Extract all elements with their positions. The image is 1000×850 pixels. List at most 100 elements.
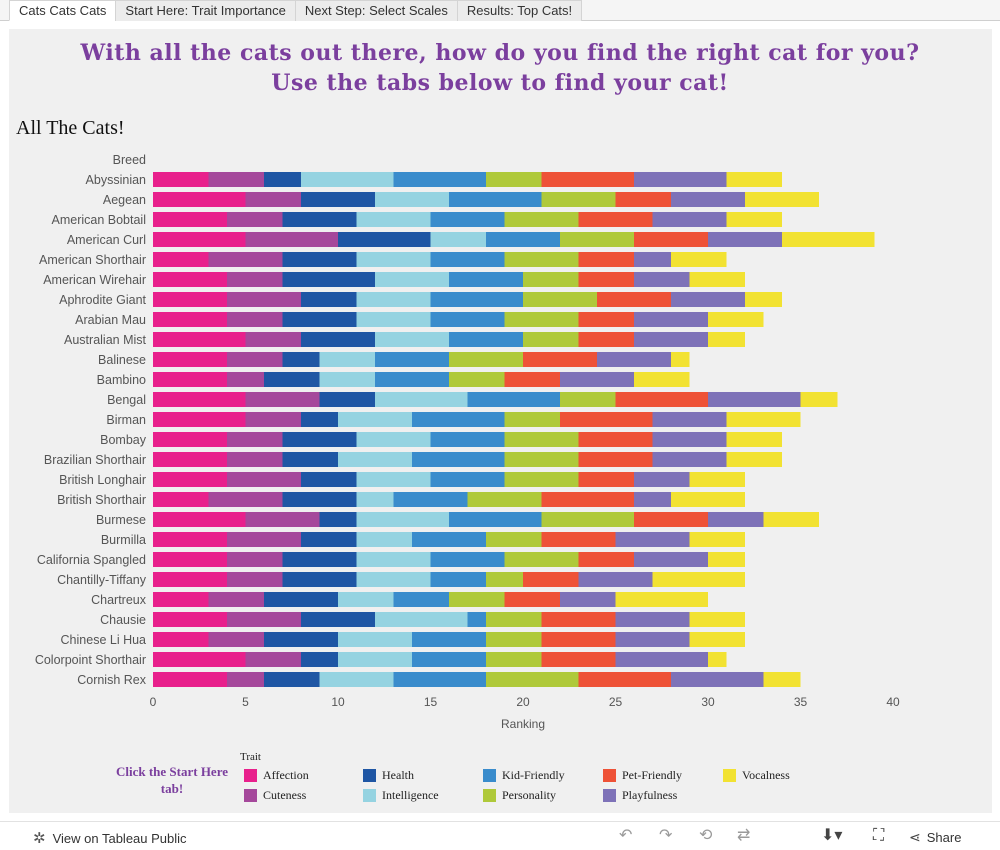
bar-segment[interactable]: American Wirehair — Cuteness: 3	[227, 272, 283, 287]
bar-segment[interactable]: California Spangled — Playfulness: 4	[634, 552, 708, 567]
bar-segment[interactable]: Chantilly-Tiffany — Health: 4	[282, 572, 357, 587]
bar-segment[interactable]: Burmese — Cuteness: 4	[245, 512, 320, 527]
bar-segment[interactable]: Brazilian Shorthair — Personality: 4	[504, 452, 579, 467]
bar-segment[interactable]: American Wirehair — Kid-Friendly: 4	[449, 272, 523, 287]
bar-segment[interactable]: Chantilly-Tiffany — Affection: 4	[153, 572, 227, 587]
bar-segment[interactable]: Aphrodite Giant — Health: 3	[301, 292, 357, 307]
bar-segment[interactable]: Balinese — Intelligence: 3	[319, 352, 376, 367]
bar-segment[interactable]: Birman — Affection: 5	[153, 412, 246, 427]
bar-segment[interactable]: Chartreux — Personality: 3	[449, 592, 505, 607]
tab-start-here[interactable]: Start Here: Trait Importance	[115, 0, 296, 21]
bar-segment[interactable]: Cornish Rex — Health: 3	[264, 672, 320, 687]
bar-segment[interactable]: Arabian Mau — Pet-Friendly: 3	[578, 312, 635, 327]
bar-segment[interactable]: American Wirehair — Affection: 4	[153, 272, 227, 287]
bar-segment[interactable]: British Longhair — Health: 3	[301, 472, 357, 487]
bar-segment[interactable]: Chinese Li Hua — Affection: 3	[153, 632, 209, 647]
bar-segment[interactable]: California Spangled — Affection: 4	[153, 552, 227, 567]
bar-segment[interactable]: Chausie — Kid-Friendly: 1	[467, 612, 487, 627]
bar-segment[interactable]: American Curl — Vocalness: 5	[782, 232, 875, 247]
bar-segment[interactable]: Cornish Rex — Affection: 4	[153, 672, 227, 687]
bar-segment[interactable]: American Shorthair — Cuteness: 4	[208, 252, 283, 267]
legend-item[interactable]: Vocalness	[723, 767, 790, 783]
bar-segment[interactable]: Colorpoint Shorthair — Vocalness: 1	[708, 652, 727, 667]
bar-segment[interactable]: Australian Mist — Health: 4	[301, 332, 375, 347]
bar-segment[interactable]: Birman — Kid-Friendly: 5	[412, 412, 505, 427]
bar-segment[interactable]: British Shorthair — Vocalness: 4	[671, 492, 745, 507]
bar-segment[interactable]: Birman — Health: 2	[301, 412, 338, 427]
bar-segment[interactable]: Chinese Li Hua — Kid-Friendly: 4	[412, 632, 486, 647]
bar-segment[interactable]: American Curl — Pet-Friendly: 4	[634, 232, 708, 247]
bar-segment[interactable]: British Longhair — Affection: 4	[153, 472, 227, 487]
legend-item[interactable]: Cuteness	[244, 787, 306, 803]
bar-segment[interactable]: Abyssinian — Cuteness: 3	[208, 172, 265, 187]
bar-segment[interactable]: Chantilly-Tiffany — Kid-Friendly: 3	[430, 572, 487, 587]
bar-segment[interactable]: American Wirehair — Intelligence: 4	[375, 272, 449, 287]
bar-segment[interactable]: Bambino — Cuteness: 2	[227, 372, 264, 387]
bar-segment[interactable]: Aegean — Pet-Friendly: 3	[615, 192, 672, 207]
bar-segment[interactable]: Abyssinian — Vocalness: 3	[726, 172, 783, 187]
bar-segment[interactable]: Chantilly-Tiffany — Playfulness: 4	[578, 572, 653, 587]
view-on-tableau-link[interactable]: ✲ View on Tableau Public	[33, 829, 187, 847]
bar-segment[interactable]: California Spangled — Kid-Friendly: 4	[430, 552, 505, 567]
bar-segment[interactable]: Brazilian Shorthair — Health: 3	[282, 452, 339, 467]
bar-segment[interactable]: Chausie — Cuteness: 4	[227, 612, 301, 627]
bar-segment[interactable]: Aphrodite Giant — Vocalness: 2	[745, 292, 782, 307]
bar-segment[interactable]: American Shorthair — Personality: 4	[504, 252, 579, 267]
bar-segment[interactable]: Aegean — Intelligence: 4	[375, 192, 449, 207]
download-icon[interactable]: ⬇▾	[821, 827, 843, 844]
tab-results[interactable]: Results: Top Cats!	[456, 0, 583, 21]
bar-segment[interactable]: Balinese — Personality: 4	[449, 352, 523, 367]
bar-segment[interactable]: Chantilly-Tiffany — Pet-Friendly: 3	[523, 572, 579, 587]
bar-segment[interactable]: Burmese — Pet-Friendly: 4	[634, 512, 708, 527]
bar-segment[interactable]: Chinese Li Hua — Personality: 3	[486, 632, 542, 647]
bar-segment[interactable]: Chinese Li Hua — Intelligence: 4	[338, 632, 412, 647]
bar-segment[interactable]: Bombay — Personality: 4	[504, 432, 579, 447]
bar-segment[interactable]: Aphrodite Giant — Affection: 4	[153, 292, 227, 307]
bar-segment[interactable]: American Wirehair — Personality: 3	[523, 272, 579, 287]
bar-segment[interactable]: Arabian Mau — Affection: 4	[153, 312, 227, 327]
bar-segment[interactable]: Bengal — Personality: 3	[560, 392, 616, 407]
bar-segment[interactable]: Aphrodite Giant — Playfulness: 4	[671, 292, 745, 307]
bar-segment[interactable]: Bambino — Personality: 3	[449, 372, 505, 387]
fullscreen-icon[interactable]: ⛶	[873, 827, 885, 844]
bar-segment[interactable]: American Shorthair — Vocalness: 3	[671, 252, 727, 267]
bar-segment[interactable]: Colorpoint Shorthair — Cuteness: 3	[245, 652, 302, 667]
bar-segment[interactable]: Brazilian Shorthair — Cuteness: 3	[227, 452, 283, 467]
legend-item[interactable]: Affection	[244, 767, 309, 783]
bar-segment[interactable]: Chartreux — Cuteness: 3	[208, 592, 265, 607]
bar-segment[interactable]: British Longhair — Kid-Friendly: 4	[430, 472, 505, 487]
bar-segment[interactable]: Bambino — Kid-Friendly: 4	[375, 372, 449, 387]
bar-segment[interactable]: British Longhair — Playfulness: 3	[634, 472, 690, 487]
share-button[interactable]: ⋖ Share	[909, 829, 961, 846]
bar-segment[interactable]: Bambino — Affection: 4	[153, 372, 227, 387]
bar-segment[interactable]: Cornish Rex — Intelligence: 4	[319, 672, 394, 687]
bar-segment[interactable]: British Longhair — Cuteness: 4	[227, 472, 301, 487]
bar-segment[interactable]: American Wirehair — Vocalness: 3	[689, 272, 746, 287]
bar-segment[interactable]: Abyssinian — Personality: 3	[486, 172, 542, 187]
bar-segment[interactable]: Burmilla — Playfulness: 4	[615, 532, 690, 547]
bar-segment[interactable]: Cornish Rex — Playfulness: 5	[671, 672, 764, 687]
bar-segment[interactable]: Balinese — Cuteness: 3	[227, 352, 283, 367]
bar-segment[interactable]: Aegean — Affection: 5	[153, 192, 246, 207]
bar-segment[interactable]: American Bobtail — Kid-Friendly: 4	[430, 212, 505, 227]
bar-segment[interactable]: Chartreux — Affection: 3	[153, 592, 209, 607]
bar-segment[interactable]: Bambino — Vocalness: 3	[634, 372, 690, 387]
bar-segment[interactable]: Brazilian Shorthair — Vocalness: 3	[726, 452, 783, 467]
bar-segment[interactable]: Australian Mist — Vocalness: 2	[708, 332, 745, 347]
bar-segment[interactable]: Balinese — Kid-Friendly: 4	[375, 352, 449, 367]
tab-cats-cats-cats[interactable]: Cats Cats Cats	[9, 0, 117, 21]
bar-segment[interactable]: Arabian Mau — Cuteness: 3	[227, 312, 283, 327]
bar-segment[interactable]: Cornish Rex — Cuteness: 2	[227, 672, 264, 687]
bar-segment[interactable]: Birman — Personality: 3	[504, 412, 561, 427]
bar-segment[interactable]: Bombay — Playfulness: 4	[652, 432, 727, 447]
bar-segment[interactable]: British Shorthair — Cuteness: 4	[208, 492, 283, 507]
bar-segment[interactable]: Arabian Mau — Intelligence: 4	[356, 312, 431, 327]
bar-segment[interactable]: California Spangled — Personality: 4	[504, 552, 579, 567]
bar-segment[interactable]: American Curl — Playfulness: 4	[708, 232, 782, 247]
bar-segment[interactable]: American Curl — Health: 5	[338, 232, 431, 247]
bar-segment[interactable]: American Curl — Intelligence: 3	[430, 232, 487, 247]
bar-segment[interactable]: California Spangled — Health: 4	[282, 552, 357, 567]
bar-segment[interactable]: Chantilly-Tiffany — Cuteness: 3	[227, 572, 283, 587]
bar-segment[interactable]: American Curl — Cuteness: 5	[245, 232, 339, 247]
bar-segment[interactable]: Burmese — Health: 2	[319, 512, 357, 527]
